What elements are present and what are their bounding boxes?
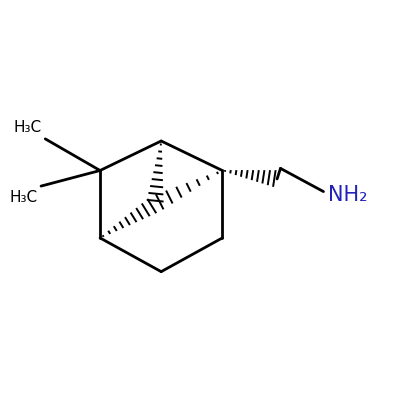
Text: NH₂: NH₂ bbox=[328, 185, 367, 205]
Text: H₃C: H₃C bbox=[10, 190, 38, 205]
Text: H₃C: H₃C bbox=[14, 120, 42, 135]
